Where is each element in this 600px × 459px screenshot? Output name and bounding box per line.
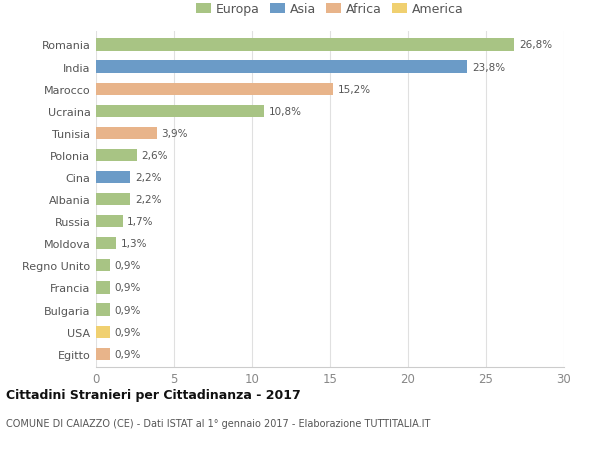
Bar xyxy=(96,39,514,51)
Text: 26,8%: 26,8% xyxy=(519,40,552,50)
Bar xyxy=(96,304,110,316)
Bar xyxy=(96,348,110,360)
Bar xyxy=(96,326,110,338)
Bar xyxy=(96,172,130,184)
Text: 2,2%: 2,2% xyxy=(135,195,161,205)
Text: Cittadini Stranieri per Cittadinanza - 2017: Cittadini Stranieri per Cittadinanza - 2… xyxy=(6,388,301,401)
Text: 15,2%: 15,2% xyxy=(338,84,371,95)
Bar xyxy=(96,62,467,73)
Text: 0,9%: 0,9% xyxy=(115,283,141,293)
Text: 3,9%: 3,9% xyxy=(161,129,188,139)
Bar xyxy=(96,128,157,140)
Bar xyxy=(96,194,130,206)
Text: 10,8%: 10,8% xyxy=(269,106,302,117)
Bar xyxy=(96,238,116,250)
Bar xyxy=(96,260,110,272)
Text: 0,9%: 0,9% xyxy=(115,349,141,359)
Bar xyxy=(96,84,333,95)
Text: COMUNE DI CAIAZZO (CE) - Dati ISTAT al 1° gennaio 2017 - Elaborazione TUTTITALIA: COMUNE DI CAIAZZO (CE) - Dati ISTAT al 1… xyxy=(6,418,430,428)
Text: 0,9%: 0,9% xyxy=(115,327,141,337)
Text: 1,7%: 1,7% xyxy=(127,217,154,227)
Bar xyxy=(96,282,110,294)
Legend: Europa, Asia, Africa, America: Europa, Asia, Africa, America xyxy=(191,0,469,21)
Text: 2,2%: 2,2% xyxy=(135,173,161,183)
Text: 0,9%: 0,9% xyxy=(115,261,141,271)
Text: 1,3%: 1,3% xyxy=(121,239,148,249)
Text: 23,8%: 23,8% xyxy=(472,62,505,73)
Text: 0,9%: 0,9% xyxy=(115,305,141,315)
Bar xyxy=(96,150,137,162)
Bar xyxy=(96,216,122,228)
Bar xyxy=(96,106,265,118)
Text: 2,6%: 2,6% xyxy=(141,151,168,161)
